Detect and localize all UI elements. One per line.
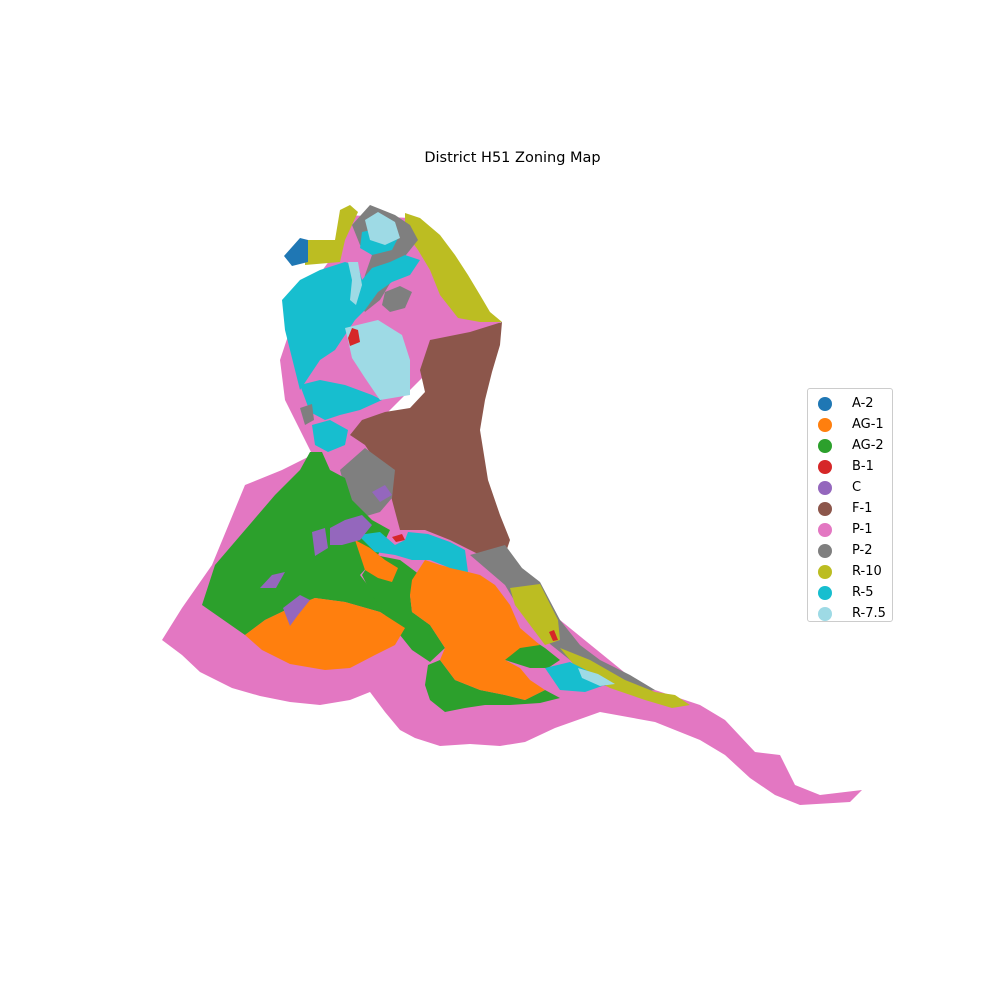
legend-item: R-7.5 [818,603,892,624]
legend-label: P-2 [852,543,873,558]
zone-r-7-5-strip [348,262,362,305]
legend-item: C [818,477,892,498]
legend-item: R-10 [818,561,892,582]
zone-p-2-north-2 [382,286,412,312]
legend-swatch [818,396,832,411]
legend-item: R-5 [818,582,892,603]
zone-r-5-north [282,255,420,390]
zone-ag-2-south [425,660,560,712]
zone-r-10-ridge [405,213,502,322]
legend-swatch [818,501,832,516]
legend-label: P-1 [852,522,873,537]
legend-item: AG-2 [818,435,892,456]
map-legend: A-2 AG-1 AG-2 B-1 C F-1 P-1 P-2 R-10 R-5 R-7.5 [807,388,893,622]
legend-label: R-5 [852,585,874,600]
legend-label: F-1 [852,501,873,516]
legend-item: B-1 [818,456,892,477]
zone-r-10-east [510,584,560,645]
legend-swatch [818,459,832,474]
zone-r-7-5-central [345,320,410,400]
legend-swatch [818,606,832,621]
zone-b-1-east [549,630,558,641]
zone-ag-2-central [362,555,445,662]
legend-item: P-1 [818,519,892,540]
zone-r-5-north-2 [300,380,382,420]
zone-b-1-north [348,328,360,346]
legend-swatch [818,543,832,558]
legend-label: R-10 [852,564,882,579]
zone-r-5-southeast [545,662,605,692]
zone-r-5-north-3 [312,420,348,452]
zone-r-7-5-top [365,212,400,245]
legend-label: B-1 [852,459,874,474]
zone-b-1-central [392,534,405,542]
map-title: District H51 Zoning Map [424,150,601,166]
legend-label: AG-1 [852,417,884,432]
legend-item: AG-1 [818,414,892,435]
zone-c-2 [312,528,328,556]
legend-swatch [818,417,832,432]
zone-ag-1-east [410,560,545,700]
legend-swatch [818,438,832,453]
zone-c-4 [260,572,285,588]
legend-item: A-2 [818,393,892,414]
zone-c-5 [372,485,392,502]
zone-ag-2-west [202,452,405,635]
legend-swatch [818,480,832,495]
legend-label: AG-2 [852,438,884,453]
zone-c-1 [330,515,372,545]
legend-label: A-2 [852,396,874,411]
zone-r-10-north [305,205,358,265]
zone-r-10-southeast [560,648,690,708]
legend-label: C [852,480,862,495]
zone-a-2 [284,238,308,266]
legend-item: F-1 [818,498,892,519]
zone-p-2-east [470,545,655,692]
zone-p-2-small [300,404,314,425]
zone-r-5-central [358,532,468,572]
zone-r-7-5-southeast [578,668,615,686]
legend-swatch [818,564,832,579]
zone-f-1 [350,322,510,560]
zone-ag-1-west [245,598,405,670]
zone-c-3 [283,595,310,626]
zone-ag-1-north [355,540,398,582]
legend-label: R-7.5 [852,606,886,621]
legend-swatch [818,585,832,600]
legend-swatch [818,522,832,537]
legend-item: P-2 [818,540,892,561]
